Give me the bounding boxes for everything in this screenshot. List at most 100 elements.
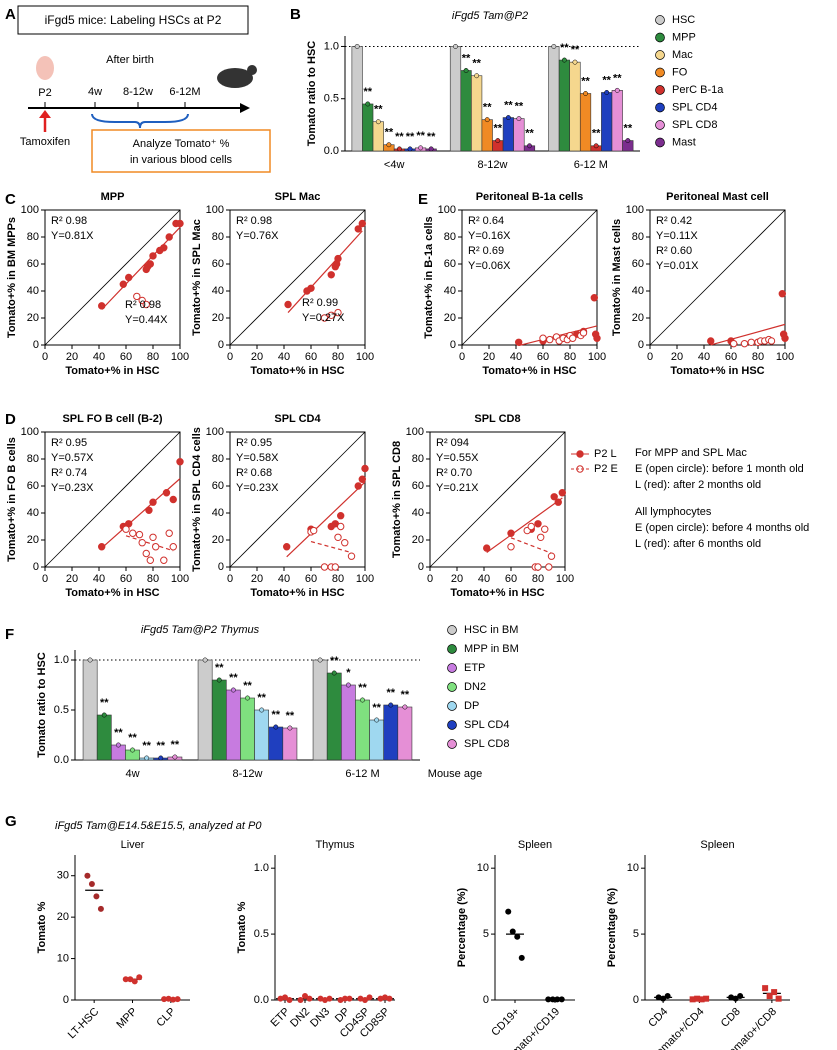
x-tick-label: CD4	[646, 1006, 670, 1030]
x-axis-label: Mouse age	[428, 768, 482, 780]
x-tick-label: 60	[537, 351, 549, 363]
annotation: R² 0.74	[51, 467, 87, 479]
significance: **	[613, 72, 622, 84]
y-tick-label: 80	[632, 231, 644, 243]
diagram-title: iFgd5 mice: Labeling HSCs at P2	[45, 13, 222, 27]
bar-dot	[428, 146, 434, 152]
bar-dot	[273, 724, 279, 730]
significance: **	[602, 74, 611, 86]
annotation: R² 0.68	[236, 467, 272, 479]
panel-label: B	[290, 6, 301, 23]
point	[730, 339, 738, 348]
x-tick-label: 0	[42, 351, 48, 363]
y-tick-label: 0.0	[324, 145, 339, 157]
significance: **	[592, 128, 601, 140]
x-tick-label: 20	[483, 351, 495, 363]
significance: **	[229, 672, 238, 684]
annotation: R² 0.98	[236, 215, 272, 227]
title-box	[17, 5, 249, 35]
legend-label: PerC B-1a	[672, 84, 724, 96]
point	[541, 525, 549, 533]
bar-dot	[418, 145, 424, 151]
point	[169, 543, 177, 551]
point	[545, 563, 553, 571]
significance: **	[483, 102, 492, 114]
point	[747, 338, 755, 346]
bar-dot	[375, 119, 381, 125]
point	[307, 284, 315, 292]
y-tick-label: 10	[477, 862, 489, 874]
significance: **	[571, 44, 580, 56]
note: L (red): after 6 months old	[635, 538, 761, 550]
x-tick-label: 80	[332, 351, 344, 363]
x-tick-label: 6-12 M	[345, 768, 379, 780]
y-tick-label: 1.0	[324, 40, 339, 52]
x-tick-label: 0	[427, 573, 433, 585]
point	[569, 334, 577, 342]
bar-dot	[216, 677, 222, 683]
significance: **	[330, 655, 339, 667]
legend-label: HSC in BM	[464, 624, 518, 636]
point	[135, 530, 144, 539]
chart-title: Peritoneal Mast cell	[666, 191, 769, 203]
y-axis-label: Percentage (%)	[606, 887, 618, 967]
point	[558, 489, 566, 497]
annotation: Y=0.81X	[51, 230, 94, 242]
y-tick-label: 80	[412, 453, 424, 465]
x-axis-label: Tomato+% in HSC	[450, 587, 544, 599]
point	[161, 996, 168, 1003]
legend-marker	[655, 85, 665, 95]
point	[554, 498, 562, 506]
point	[358, 475, 366, 483]
annotation: R² 0.95	[51, 437, 87, 449]
y-axis-label: Tomato+% in SPL CD8	[391, 441, 403, 558]
point	[558, 996, 565, 1003]
note: All lymphocytes	[635, 506, 712, 518]
bar-dot	[386, 142, 392, 148]
point	[320, 563, 329, 571]
point	[119, 280, 128, 288]
annotation: R² 0.60	[656, 245, 692, 257]
y-axis-label: Tomato+% in SPL CD4 cells	[191, 427, 203, 572]
significance: **	[363, 86, 372, 98]
point	[88, 881, 95, 887]
bar-dot	[551, 44, 557, 49]
x-tick-label: 100	[356, 573, 374, 585]
y-tick-label: 60	[632, 258, 644, 270]
x-tick-label: 20	[66, 573, 78, 585]
y-tick-label: 5	[483, 928, 489, 940]
significance: **	[560, 42, 569, 54]
x-tick-label: 8-12w	[233, 768, 263, 780]
analysis-text: in various blood cells	[130, 154, 233, 166]
significance: **	[462, 52, 471, 64]
panel-label: D	[5, 411, 16, 428]
point	[737, 993, 744, 1000]
legend-label: MPP in BM	[464, 643, 519, 655]
x-tick-label: 40	[278, 351, 290, 363]
point	[337, 522, 345, 531]
y-tick-label: 0.5	[324, 93, 339, 105]
annotation: R² 0.98	[51, 215, 87, 227]
annotation: Y=0.55X	[436, 452, 479, 464]
point	[382, 994, 388, 1001]
injection-arrow	[39, 110, 51, 118]
bar-dot	[453, 44, 458, 49]
baby-icon	[36, 56, 54, 80]
y-tick-label: 0.5	[254, 928, 269, 940]
y-tick-label: 0	[33, 561, 39, 573]
x-tick-label: DN3	[308, 1006, 332, 1030]
bar	[341, 684, 356, 761]
x-tick-label: 100	[171, 573, 189, 585]
bar-dot	[407, 146, 413, 152]
point	[133, 292, 141, 301]
x-tick-label: 40	[478, 573, 490, 585]
significance: **	[128, 732, 137, 744]
legend-marker	[655, 67, 665, 78]
legend-marker	[447, 682, 457, 692]
point	[554, 996, 561, 1003]
x-tick-label: 40	[93, 351, 105, 363]
y-tick-label: 100	[438, 204, 456, 216]
y-axis-label: Tomato+% in BM MPPs	[6, 217, 18, 338]
y-tick-label: 0	[218, 561, 224, 573]
bar-dot	[287, 725, 293, 731]
